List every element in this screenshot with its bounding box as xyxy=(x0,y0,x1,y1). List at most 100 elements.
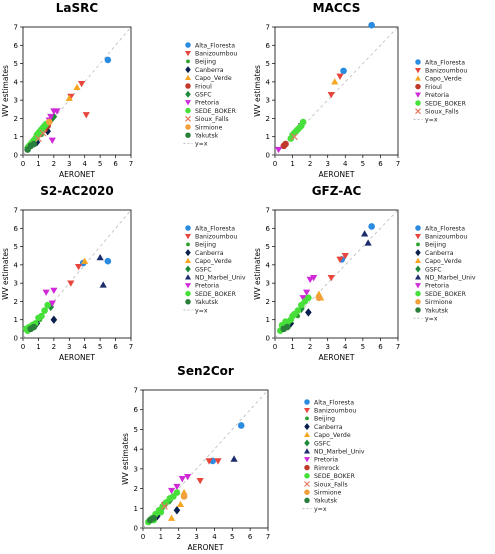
legend-marker-beijing xyxy=(186,59,190,64)
y-tick-label: 7 xyxy=(14,207,18,215)
chart-panel-4: Sen2Cor 0 1 2 3 4 5 6 7 0 1 2 3 4 5 6 7 AERONET WV estimat… xyxy=(121,364,365,552)
data-point-pretoria xyxy=(303,289,311,296)
x-tick-label: 6 xyxy=(378,160,383,168)
data-point-alta-floresta xyxy=(368,21,375,29)
y-axis-label: WV estimates xyxy=(1,65,10,117)
x-tick-label: 4 xyxy=(212,533,217,541)
legend-marker-nd-marbel-univ xyxy=(185,274,191,280)
legend-marker-gsfc xyxy=(415,265,421,273)
legend-marker-sede-boker xyxy=(415,290,421,297)
legend-entry: Sirmione xyxy=(195,124,223,131)
legend-entry: Rimrock xyxy=(314,465,340,472)
plot-frame xyxy=(22,26,132,156)
reference-line-y-equals-x xyxy=(22,209,132,339)
x-tick-label: 4 xyxy=(82,343,87,351)
data-point-sirmione xyxy=(180,493,188,500)
y-tick-label: 6 xyxy=(266,42,271,50)
data-point-canberra xyxy=(305,308,312,317)
data-point-frioul xyxy=(280,142,288,150)
legend-entry: Sioux_Falls xyxy=(425,109,459,116)
data-point-nd-marbel-univ xyxy=(361,230,369,237)
data-point-sioux-falls xyxy=(161,502,168,510)
legend-entry: Capo_Verde xyxy=(195,258,232,265)
data-point-sede-boker xyxy=(287,135,295,142)
data-point-banizoumbou xyxy=(327,91,335,99)
x-tick-label: 3 xyxy=(67,343,71,351)
legend-entry: GSFC xyxy=(425,266,442,273)
data-point-sede-boker xyxy=(157,508,165,516)
x-tick-label: 7 xyxy=(129,160,133,168)
x-tick-label: 7 xyxy=(396,160,400,168)
legend-entry: Banizoumbou xyxy=(195,234,237,241)
y-tick-label: 5 xyxy=(14,60,18,68)
chart-panel-0: LaSRC 0 1 2 3 4 5 6 7 0 1 2 3 4 5 6 7 AERONET WV estimates… xyxy=(1,1,237,179)
legend-entry: Pretoria xyxy=(195,100,219,107)
x-tick-label: 6 xyxy=(113,343,118,351)
legend-marker-banizoumbou xyxy=(415,233,421,240)
legend-marker-alta-floresta xyxy=(415,225,421,231)
x-tick-label: 2 xyxy=(52,160,56,168)
y-tick-label: 3 xyxy=(14,97,18,105)
data-point-sede-boker xyxy=(294,307,302,314)
legend-marker-canberra xyxy=(185,66,191,74)
x-tick-label: 1 xyxy=(290,343,294,351)
data-point-pretoria xyxy=(47,113,55,121)
x-tick-label: 4 xyxy=(343,160,348,168)
y-tick-label: 7 xyxy=(266,207,270,215)
data-point-capo-verde xyxy=(180,488,188,496)
legend-entry: Pretoria xyxy=(425,283,449,290)
legend-marker-capo-verde xyxy=(415,75,421,81)
legend-marker-alta-floresta xyxy=(304,399,310,405)
y-tick-label: 3 xyxy=(134,465,138,473)
x-tick-label: 1 xyxy=(36,160,40,168)
y-axis-label: WV estimates xyxy=(253,248,262,300)
chart-panel-1: MACCS 0 1 2 3 4 5 6 7 0 1 2 3 4 5 6 7 AERONET WV estimates… xyxy=(253,1,467,179)
data-point-pretoria xyxy=(167,487,176,495)
legend-marker-canberra xyxy=(185,249,191,257)
data-point-capo-verde xyxy=(65,94,73,102)
y-tick-label: 2 xyxy=(134,485,138,493)
legend-entry: Pretoria xyxy=(195,283,219,290)
chart-title: Sen2Cor xyxy=(177,364,234,378)
y-tick-label: 7 xyxy=(134,387,138,395)
x-axis-label: AERONET xyxy=(59,353,95,362)
legend-marker-alta-floresta xyxy=(415,59,421,65)
legend-entry: Yakutsk xyxy=(424,307,449,314)
y-axis-label: WV estimates xyxy=(121,433,130,485)
y-tick-label: 7 xyxy=(266,24,270,32)
data-point-pretoria xyxy=(48,300,56,307)
x-tick-label: 7 xyxy=(129,343,133,351)
x-tick-label: 7 xyxy=(266,533,270,541)
legend: Alta_Floresta BanizoumbouBeijingCanberraC… xyxy=(302,399,365,513)
y-tick-label: 3 xyxy=(14,280,18,288)
legend-entry: Alta_Floresta xyxy=(425,59,465,66)
legend: Alta_Floresta BanizoumbouBeijingCanberraC… xyxy=(413,225,476,323)
legend-entry: GSFC xyxy=(195,266,212,273)
data-point-canberra xyxy=(44,127,51,136)
y-tick-label: 5 xyxy=(134,426,138,434)
y-tick-label: 3 xyxy=(266,280,270,288)
data-point-alta-floresta xyxy=(104,56,112,64)
legend-marker-yakutsk xyxy=(304,497,310,504)
legend-marker-sede-boker xyxy=(304,473,310,479)
legend-entry: y=x xyxy=(425,316,438,323)
x-tick-label: 6 xyxy=(248,533,253,541)
legend-entry: Beijing xyxy=(425,242,446,249)
x-tick-label: 1 xyxy=(159,533,163,541)
data-point-alta-floresta xyxy=(368,223,375,230)
legend-entry: Pretoria xyxy=(314,457,338,464)
legend-marker-sioux-falls xyxy=(304,481,310,487)
legend-entry: y=x xyxy=(314,506,327,513)
data-point-yakutsk xyxy=(284,323,291,331)
legend-marker-sede-boker xyxy=(185,290,191,297)
data-point-pretoria xyxy=(274,146,283,154)
legend-marker-gsfc xyxy=(185,90,191,98)
legend-marker-sirmione xyxy=(185,124,191,130)
legend-marker-beijing xyxy=(186,242,190,247)
legend-entry: y=x xyxy=(195,141,208,148)
y-tick-label: 0 xyxy=(134,525,138,533)
y-tick-label: 1 xyxy=(14,316,18,324)
data-point-sede-boker xyxy=(41,307,48,314)
legend-entry: Alta_Floresta xyxy=(195,225,235,232)
